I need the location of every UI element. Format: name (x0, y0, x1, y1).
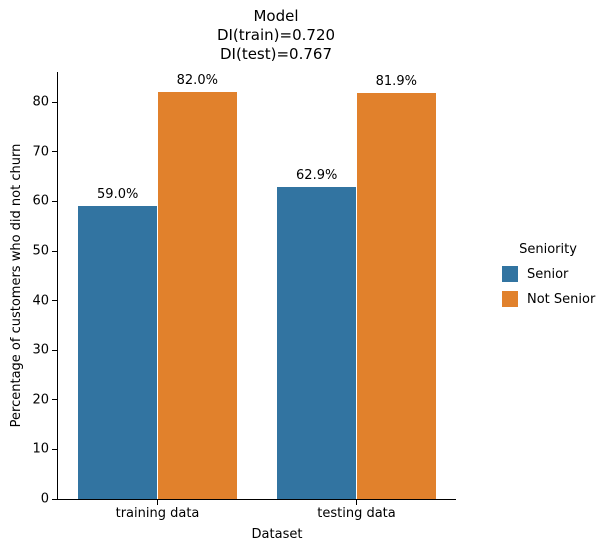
legend-swatch-not-senior (502, 291, 518, 307)
legend-label-not-senior: Not Senior (527, 291, 596, 307)
y-tick-mark (52, 498, 57, 500)
x-tick-mark (157, 500, 158, 505)
y-tick-label: 20 (32, 392, 49, 408)
y-tick-mark (52, 101, 57, 103)
bar-value-label-senior-training-data: 59.0% (97, 187, 139, 203)
y-tick-mark (52, 448, 57, 450)
bar-senior-testing-data (276, 187, 357, 499)
bar-value-label-not-senior-training-data: 82.0% (176, 73, 218, 89)
legend-entries: Senior Not Senior (492, 266, 604, 307)
legend-label-senior: Senior (527, 266, 569, 282)
y-tick-label: 0 (40, 491, 49, 507)
y-tick-mark (52, 250, 57, 252)
y-tick-label: 10 (32, 441, 49, 457)
y-tick-mark (52, 349, 57, 351)
chart-title-line-3: DI(test)=0.767 (220, 45, 332, 63)
legend-swatch-senior (502, 266, 518, 282)
y-tick-label: 40 (32, 293, 49, 309)
chart-title: Model DI(train)=0.720 DI(test)=0.767 (106, 7, 446, 64)
y-tick-mark (52, 300, 57, 302)
bar-senior-training-data (77, 206, 158, 499)
bar-value-label-senior-testing-data: 62.9% (296, 168, 338, 184)
y-tick-label: 60 (32, 193, 49, 209)
chart-title-line-2: DI(train)=0.720 (216, 26, 336, 44)
y-tick-label: 50 (32, 243, 49, 259)
y-tick-label: 80 (32, 94, 49, 110)
chart-title-line-1: Model (253, 7, 299, 25)
bar-not-senior-training-data (157, 92, 238, 499)
y-axis-label: Percentage of customers who did not chur… (9, 143, 24, 428)
y-tick-mark (52, 200, 57, 202)
y-tick-label: 30 (32, 342, 49, 358)
x-axis-label: Dataset (251, 527, 303, 542)
bar-not-senior-testing-data (356, 92, 437, 499)
x-tick-mark (356, 500, 357, 505)
legend-title: Seniority (519, 242, 577, 257)
plot-area: 0 10 20 30 40 50 60 70 80 training data 59.0% 82.0%… (32, 72, 456, 521)
x-tick-label-training-data: training data (115, 506, 200, 521)
x-tick-label-testing-data: testing data (317, 506, 396, 521)
y-tick-mark (52, 399, 57, 401)
legend-entry-senior: Senior (492, 266, 604, 282)
bar-value-label-not-senior-testing-data: 81.9% (375, 73, 417, 89)
y-tick-mark (52, 151, 57, 153)
legend-entry-not-senior: Not Senior (492, 291, 604, 307)
legend: Seniority Senior Not Senior (492, 242, 604, 307)
y-tick-label: 70 (32, 144, 49, 160)
